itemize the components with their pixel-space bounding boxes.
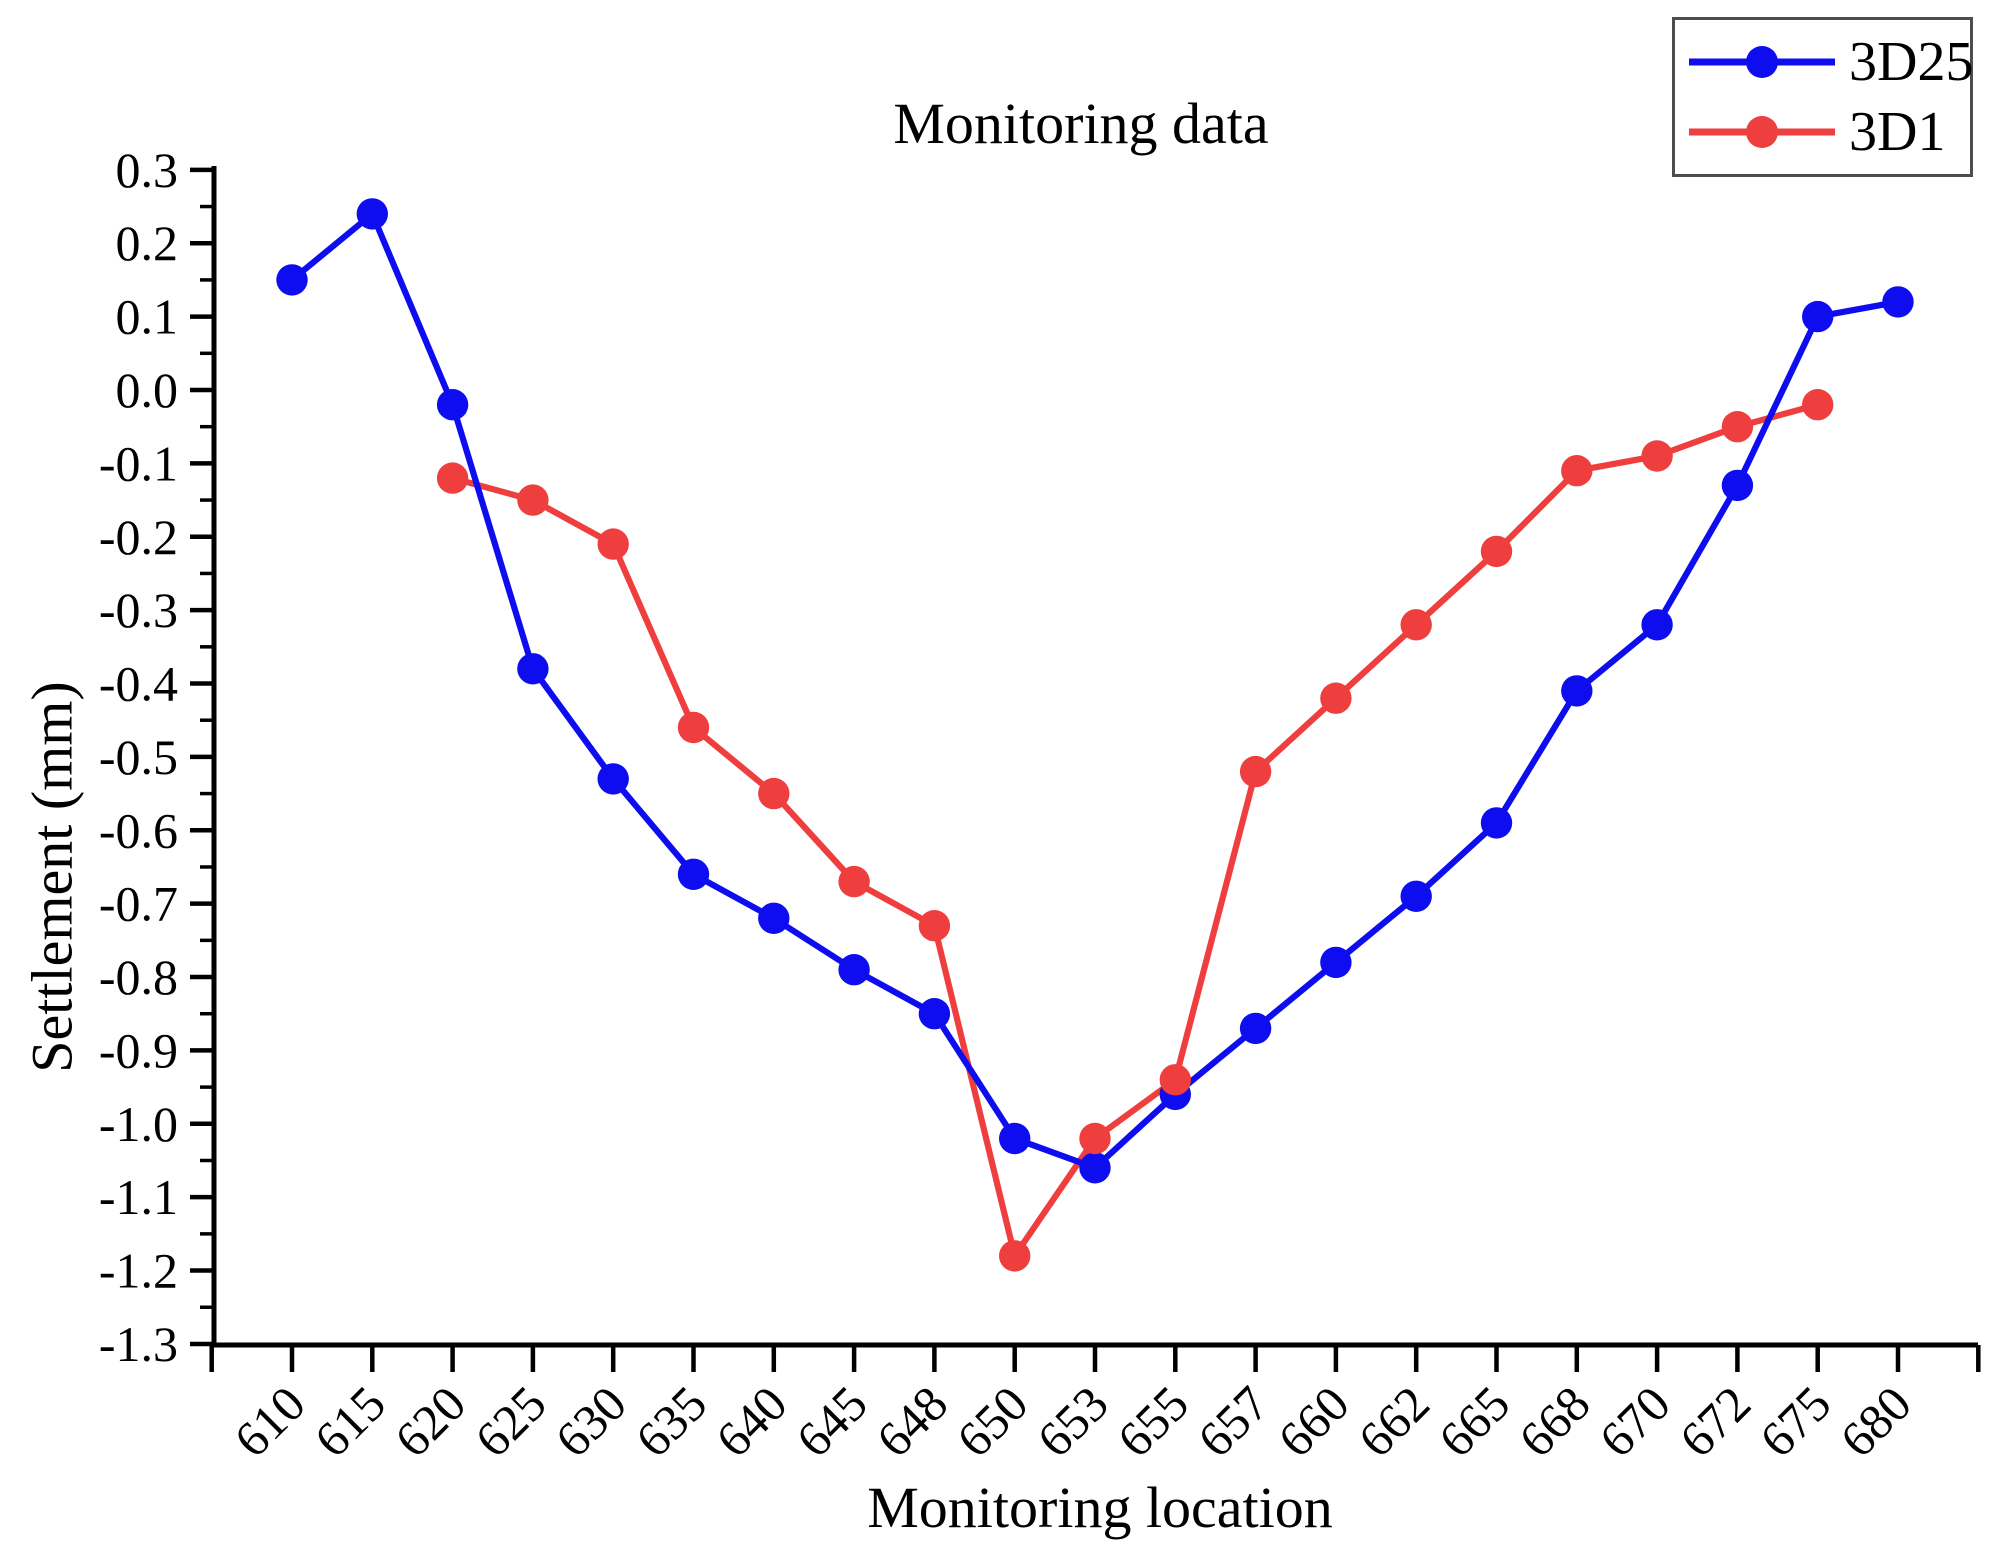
- legend: 3D25 3D1: [1672, 17, 1973, 177]
- series-markers-3d1: [436, 389, 1834, 1272]
- legend-item-3d25: 3D25: [1675, 31, 1974, 93]
- data-point-3d1-675: [1802, 389, 1834, 421]
- y-tick-label: 0.2: [116, 215, 179, 271]
- x-tick-label: 620: [384, 1375, 477, 1468]
- y-tick-label: 0.0: [116, 362, 179, 418]
- y-tick-label: 0.3: [116, 142, 179, 198]
- data-point-3d25-635: [677, 858, 710, 890]
- data-point-3d1-640: [758, 777, 790, 810]
- x-tick-label: 660: [1267, 1375, 1360, 1468]
- x-tick-label: 655: [1106, 1375, 1199, 1468]
- data-point-3d1-648: [918, 910, 951, 942]
- data-point-3d25-640: [758, 902, 790, 934]
- y-tick-label: -0.8: [99, 949, 178, 1005]
- legend-marker-red-icon: [1689, 115, 1835, 149]
- data-point-3d25-625: [517, 653, 549, 685]
- data-point-3d1-645: [838, 865, 870, 898]
- y-tick-label: -0.5: [99, 729, 178, 785]
- data-point-3d25-620: [436, 389, 469, 421]
- data-point-3d25-675: [1802, 300, 1834, 333]
- x-tick-label: 635: [625, 1375, 718, 1468]
- chart-title: Monitoring data: [893, 91, 1269, 156]
- x-axis-tick-labels: 6106156206256306356406456486506536556576…: [223, 1375, 1922, 1468]
- x-tick-label: 662: [1347, 1375, 1440, 1468]
- x-tick-label: 610: [223, 1375, 316, 1468]
- data-point-3d25-615: [356, 198, 388, 230]
- data-point-3d25-670: [1641, 609, 1673, 641]
- data-point-3d1-660: [1320, 682, 1352, 714]
- x-tick-label: 630: [544, 1375, 637, 1468]
- data-point-3d1-672: [1721, 411, 1754, 443]
- data-point-3d25-610: [276, 264, 308, 296]
- x-tick-label: 670: [1588, 1375, 1681, 1468]
- x-tick-label: 672: [1669, 1375, 1762, 1468]
- data-point-3d1-625: [517, 484, 549, 516]
- data-point-3d1-653: [1079, 1122, 1111, 1155]
- y-tick-label: -0.6: [99, 802, 178, 858]
- x-axis-title: Monitoring location: [867, 1475, 1333, 1540]
- legend-marker-blue-icon: [1689, 45, 1835, 79]
- y-tick-label: -1.2: [99, 1243, 178, 1299]
- x-tick-label: 665: [1428, 1375, 1521, 1468]
- y-tick-label: -0.3: [99, 582, 178, 638]
- data-point-3d1-635: [677, 711, 710, 744]
- y-axis-title: Settlement (mm): [19, 681, 85, 1073]
- data-point-3d25-650: [999, 1122, 1031, 1155]
- data-point-3d1-670: [1641, 440, 1673, 472]
- data-point-3d25-668: [1561, 675, 1593, 707]
- x-tick-label: 657: [1187, 1375, 1280, 1468]
- y-tick-label: -1.1: [99, 1169, 178, 1225]
- data-point-3d1-662: [1400, 609, 1432, 641]
- x-tick-label: 653: [1026, 1375, 1119, 1468]
- y-tick-label: -0.2: [99, 509, 178, 565]
- y-tick-label: -1.3: [99, 1316, 178, 1372]
- legend-label-3d25: 3D25: [1849, 31, 1974, 93]
- x-tick-label: 675: [1749, 1375, 1842, 1468]
- y-tick-label: -1.0: [99, 1096, 178, 1152]
- x-axis-ticks: [209, 1345, 1981, 1372]
- data-point-3d1-657: [1239, 755, 1272, 788]
- data-point-3d1-668: [1561, 455, 1593, 487]
- x-tick-label: 680: [1829, 1375, 1922, 1468]
- data-point-3d25-653: [1079, 1152, 1111, 1184]
- data-point-3d25-645: [838, 954, 870, 986]
- data-point-3d25-660: [1320, 946, 1352, 979]
- legend-dot-red: [1746, 116, 1778, 148]
- legend-item-3d1: 3D1: [1675, 104, 1970, 160]
- legend-dot-blue: [1746, 46, 1778, 78]
- y-axis-ticks: [190, 167, 214, 1347]
- y-tick-label: -0.1: [99, 435, 178, 491]
- data-point-3d1-630: [597, 528, 629, 560]
- x-tick-label: 645: [785, 1375, 878, 1468]
- data-point-3d25-672: [1721, 469, 1754, 502]
- data-point-3d1-620: [436, 462, 469, 494]
- x-tick-label: 615: [303, 1375, 396, 1468]
- series-markers-3d25: [276, 198, 1914, 1184]
- y-axis-tick-labels: 0.3 0.2 0.1 0.0 -0.1 -0.2 -0.3 -0.4 -0.5 -0.6 -0.7…: [99, 142, 178, 1372]
- data-point-3d1-655: [1159, 1064, 1192, 1096]
- data-point-3d25-662: [1400, 880, 1432, 912]
- x-tick-label: 625: [464, 1375, 557, 1468]
- y-tick-label: 0.1: [116, 289, 179, 345]
- series-line-3d25: [288, 210, 1902, 1171]
- x-tick-label: 640: [705, 1375, 798, 1468]
- data-point-3d25-657: [1239, 1012, 1272, 1045]
- y-tick-label: -0.7: [99, 876, 178, 932]
- y-tick-label: -0.9: [99, 1022, 178, 1078]
- axes: [190, 166, 1981, 1372]
- data-point-3d25-665: [1480, 807, 1513, 839]
- data-point-3d25-648: [918, 998, 951, 1030]
- x-tick-label: 650: [946, 1375, 1039, 1468]
- legend-label-3d1: 3D1: [1849, 101, 1946, 163]
- data-point-3d1-665: [1480, 535, 1513, 568]
- data-point-3d25-630: [597, 763, 629, 795]
- x-tick-label: 668: [1508, 1375, 1601, 1468]
- data-point-3d1-650: [999, 1240, 1031, 1272]
- data-point-3d25-680: [1882, 286, 1914, 318]
- x-tick-label: 648: [866, 1375, 959, 1468]
- y-tick-label: -0.4: [99, 656, 178, 712]
